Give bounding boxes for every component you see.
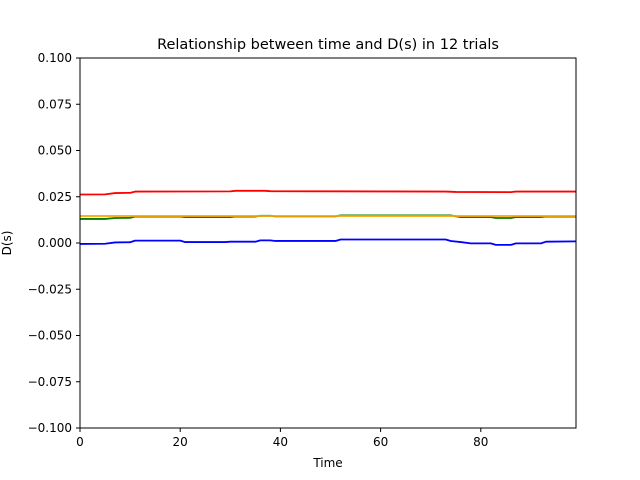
y-axis-ticks: −0.100 −0.075 −0.050 −0.025 0.000 0.025 0.050 0… [28,51,80,435]
y-tick-label: −0.100 [28,421,72,435]
x-tick-label: 60 [373,435,388,449]
y-tick-label: 0.000 [38,236,72,250]
series-line-4 [80,238,576,246]
series-layer [80,189,576,246]
x-tick-label: 40 [273,435,288,449]
y-tick-label: 0.050 [38,144,72,158]
series-line-1 [80,189,576,196]
y-tick-label: 0.100 [38,51,72,65]
y-tick-label: 0.025 [38,190,72,204]
y-tick-label: −0.075 [28,375,72,389]
x-tick-label: 80 [473,435,488,449]
x-axis-label: Time [312,456,342,470]
y-tick-label: 0.075 [38,97,72,111]
x-axis-ticks: 0 20 40 60 80 [76,428,488,449]
y-tick-label: −0.025 [28,282,72,296]
x-tick-label: 20 [173,435,188,449]
y-axis-label: D(s) [0,231,14,256]
x-tick-label: 0 [76,435,84,449]
y-tick-label: −0.050 [28,329,72,343]
chart-title: Relationship between time and D(s) in 12… [157,37,499,53]
